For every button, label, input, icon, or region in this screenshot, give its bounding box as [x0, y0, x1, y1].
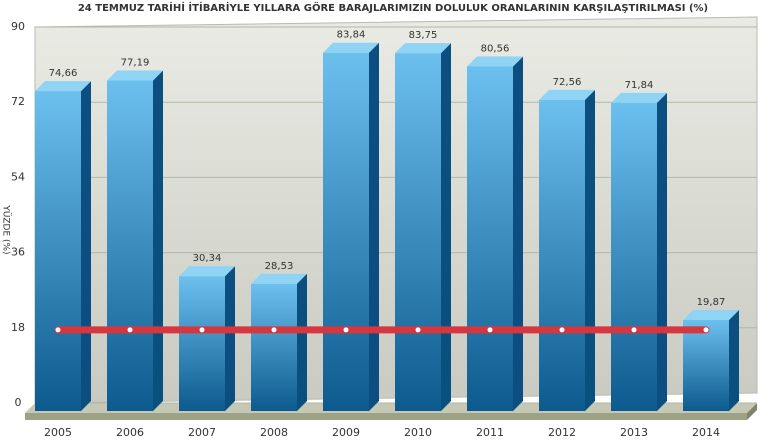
bar-side — [153, 70, 163, 411]
bar-top — [35, 81, 91, 92]
x-tick-label: 2009 — [332, 426, 360, 439]
bar-side — [585, 89, 595, 411]
bar — [683, 319, 729, 411]
bar-top — [251, 273, 307, 284]
bar — [179, 276, 225, 411]
line-dot — [487, 327, 493, 333]
y-tick-label: 72 — [11, 95, 25, 108]
value-label: 71,84 — [625, 80, 654, 91]
line-dot — [559, 327, 565, 333]
bar-top — [539, 89, 595, 100]
bar-side — [513, 56, 523, 411]
bar-top — [179, 266, 235, 277]
bar — [539, 99, 585, 411]
line-dot — [55, 327, 61, 333]
value-label: 83,84 — [337, 30, 366, 41]
bar-top — [107, 70, 163, 81]
value-label: 30,34 — [193, 253, 222, 264]
y-axis-label: YÜZDE (%) — [1, 204, 12, 254]
bar-top — [323, 42, 379, 53]
y-tick-label: 18 — [11, 321, 25, 334]
line-dot — [199, 327, 205, 333]
value-label: 19,87 — [697, 297, 726, 308]
bar-side — [657, 92, 667, 412]
bar — [107, 80, 153, 411]
bar-top — [683, 309, 739, 320]
bar-top — [611, 92, 667, 103]
bar-top — [395, 43, 451, 54]
x-tick-label: 2011 — [476, 426, 504, 439]
x-tick-label: 2010 — [404, 426, 432, 439]
bar-top — [467, 56, 523, 67]
line-dot — [343, 327, 349, 333]
bar-side — [729, 309, 739, 411]
line-dot — [631, 327, 637, 333]
bar-side — [441, 43, 451, 411]
value-label: 83,75 — [409, 30, 438, 41]
x-tick-label: 2006 — [116, 426, 144, 439]
value-label: 72,56 — [553, 77, 582, 88]
floor-edge — [25, 413, 747, 420]
value-label: 80,56 — [481, 43, 510, 54]
y-tick-label: 36 — [11, 246, 25, 259]
bar — [323, 52, 369, 412]
bar-side — [297, 273, 307, 411]
bar — [35, 91, 81, 412]
bar — [611, 102, 657, 412]
bar-side — [225, 266, 235, 411]
value-label: 77,19 — [121, 58, 150, 69]
bar — [395, 53, 441, 411]
line-dot — [271, 327, 277, 333]
x-tick-label: 2013 — [620, 426, 648, 439]
bar-side — [369, 42, 379, 412]
line-dot — [415, 327, 421, 333]
line-dot — [127, 327, 133, 333]
bar — [467, 66, 513, 411]
y-tick-label: 0 — [15, 396, 22, 409]
x-tick-label: 2005 — [44, 426, 72, 439]
x-tick-label: 2012 — [548, 426, 576, 439]
value-label: 74,66 — [49, 68, 78, 79]
y-tick-label: 54 — [11, 170, 25, 183]
x-tick-label: 2008 — [260, 426, 288, 439]
bar — [251, 283, 297, 411]
bar-side — [81, 81, 91, 412]
line-dot — [703, 327, 709, 333]
x-tick-label: 2007 — [188, 426, 216, 439]
y-tick-label: 90 — [11, 20, 25, 33]
chart-title: 24 TEMMUZ TARİHİ İTİBARİYLE YILLARA GÖRE… — [78, 0, 708, 14]
value-label: 28,53 — [265, 261, 294, 272]
floor-side — [747, 403, 757, 420]
x-tick-label: 2014 — [692, 426, 720, 439]
